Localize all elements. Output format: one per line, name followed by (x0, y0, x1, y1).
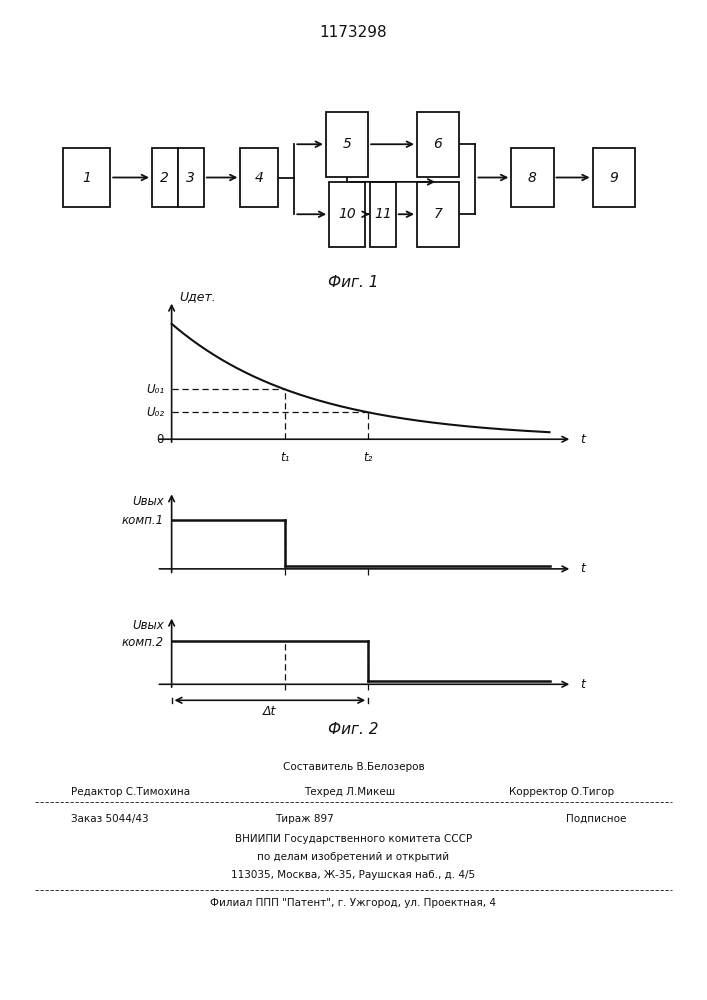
Text: Составитель В.Белозеров: Составитель В.Белозеров (283, 762, 424, 772)
Bar (64, 148, 110, 207)
Text: U₀₂: U₀₂ (146, 406, 164, 419)
Text: 8: 8 (528, 170, 537, 184)
Text: по делам изобретений и открытий: по делам изобретений и открытий (257, 852, 450, 862)
Text: 0: 0 (157, 433, 164, 446)
Text: 4: 4 (255, 170, 264, 184)
Text: t₂: t₂ (363, 451, 373, 464)
Text: комп.1: комп.1 (122, 514, 164, 527)
Text: 3: 3 (187, 170, 195, 184)
Bar (370, 182, 396, 247)
Text: t: t (580, 678, 585, 691)
Text: 1173298: 1173298 (320, 25, 387, 40)
Bar (152, 148, 178, 207)
Text: Uдет.: Uдет. (179, 290, 216, 303)
Bar (329, 182, 365, 247)
Text: t: t (580, 433, 585, 446)
Text: 2: 2 (160, 170, 169, 184)
Text: комп.2: комп.2 (122, 636, 164, 649)
Text: 11: 11 (374, 207, 392, 221)
Text: Фиг. 2: Фиг. 2 (328, 722, 379, 737)
Text: 5: 5 (343, 137, 351, 151)
Text: Техред Л.Микеш: Техред Л.Микеш (304, 787, 395, 797)
Text: Uвых: Uвых (132, 495, 164, 508)
Text: Uвых: Uвых (132, 619, 164, 632)
Text: Филиал ППП "Патент", г. Ужгород, ул. Проектная, 4: Филиал ППП "Патент", г. Ужгород, ул. Про… (211, 898, 496, 908)
Text: ВНИИПИ Государственного комитета СССР: ВНИИПИ Государственного комитета СССР (235, 834, 472, 844)
Text: Фиг. 1: Фиг. 1 (328, 275, 379, 290)
Text: Тираж 897: Тираж 897 (274, 814, 334, 824)
Text: 1: 1 (83, 170, 91, 184)
Text: Δt: Δt (263, 705, 276, 718)
Bar (592, 148, 635, 207)
Bar (511, 148, 554, 207)
Bar (178, 148, 204, 207)
Text: t: t (580, 562, 585, 575)
Text: 10: 10 (338, 207, 356, 221)
Bar (417, 112, 460, 177)
Bar (240, 148, 278, 207)
Text: U₀₁: U₀₁ (146, 383, 164, 396)
Text: Подписное: Подписное (566, 814, 626, 824)
Text: Редактор С.Тимохина: Редактор С.Тимохина (71, 787, 189, 797)
Bar (417, 182, 460, 247)
Text: Заказ 5044/43: Заказ 5044/43 (71, 814, 148, 824)
Text: 7: 7 (433, 207, 443, 221)
Text: t₁: t₁ (280, 451, 290, 464)
Text: 113035, Москва, Ж-35, Раушская наб., д. 4/5: 113035, Москва, Ж-35, Раушская наб., д. … (231, 870, 476, 880)
Text: 6: 6 (433, 137, 443, 151)
Text: 9: 9 (609, 170, 618, 184)
Text: Корректор О.Тигор: Корректор О.Тигор (509, 787, 614, 797)
Bar (326, 112, 368, 177)
